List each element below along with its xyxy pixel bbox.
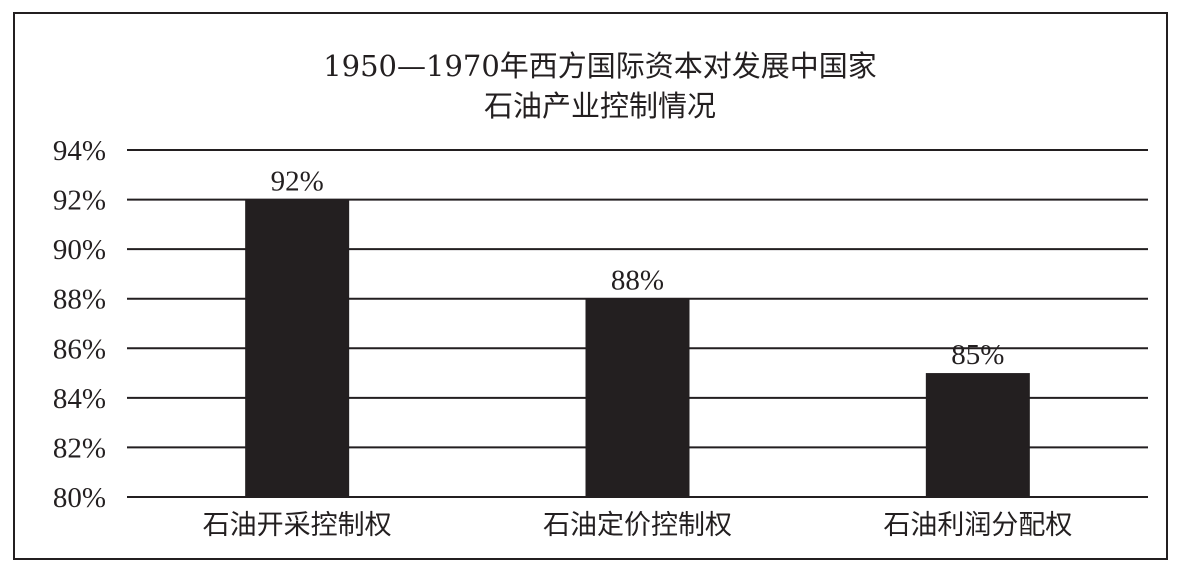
x-axis-category-labels: 石油开采控制权 石油定价控制权 石油利润分配权 (203, 510, 1073, 541)
bar (245, 199, 350, 498)
data-label: 88% (611, 265, 664, 297)
bar (925, 373, 1030, 497)
y-tick-label: 94% (53, 135, 106, 167)
category-label: 石油开采控制权 (203, 510, 392, 541)
y-tick-label: 80% (53, 482, 106, 514)
chart-title-line-2: 石油产业控制情况 (484, 89, 716, 123)
y-tick-label: 86% (53, 333, 106, 365)
y-tick-label: 84% (53, 383, 106, 415)
y-tick-label: 90% (53, 234, 106, 266)
data-labels: 92% 88% 85% (271, 166, 1005, 372)
category-label: 石油定价控制权 (543, 510, 732, 541)
bar (585, 298, 690, 497)
bars (245, 199, 1030, 498)
category-label: 石油利润分配权 (883, 510, 1072, 541)
y-tick-label: 82% (53, 432, 106, 464)
data-label: 85% (951, 339, 1004, 371)
y-tick-label: 92% (53, 185, 106, 217)
y-tick-label: 88% (53, 284, 106, 316)
chart-title-line-1: 1950—1970年西方国际资本对发展中国家 (323, 49, 877, 83)
y-axis-tick-labels: 80% 82% 84% 86% 88% 90% 92% 94% (53, 135, 106, 514)
data-label: 92% (271, 166, 324, 198)
